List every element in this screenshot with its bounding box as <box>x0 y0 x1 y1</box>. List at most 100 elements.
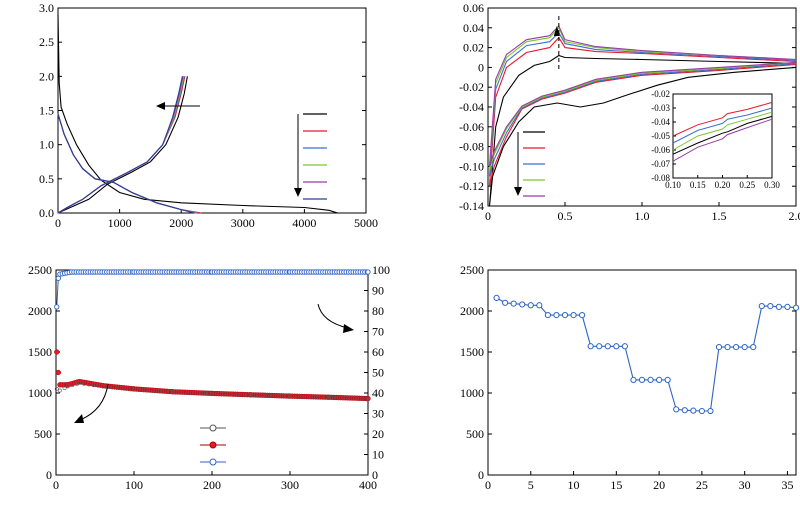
x-tick-label: 25 <box>696 478 708 492</box>
y2-tick-label: 20 <box>372 427 384 441</box>
x-tick-label: 1000 <box>108 216 132 230</box>
y-tick-label: 1000 <box>28 386 52 400</box>
charge-point <box>208 391 213 396</box>
charge-point <box>214 392 219 396</box>
charge-point <box>124 386 129 391</box>
y-tick-label: -0.04 <box>459 100 484 114</box>
charge-point <box>325 395 330 400</box>
y-tick-label: 2000 <box>460 304 484 318</box>
charge-point <box>258 393 263 398</box>
y-tick-label: -0.02 <box>459 80 484 94</box>
rate-point <box>561 312 569 319</box>
charge-point <box>155 389 160 394</box>
charge-point <box>345 396 350 401</box>
plot-frame <box>487 269 797 476</box>
charge-point <box>306 394 311 399</box>
x-tick-label: 0 <box>55 216 61 230</box>
x-tick-label: 0 <box>485 209 491 223</box>
charge-point <box>136 388 141 392</box>
rate-point <box>544 312 551 319</box>
rate-point <box>673 406 680 413</box>
charge-point <box>100 384 105 389</box>
charge-point <box>288 394 292 399</box>
x-tick-label: 15 <box>610 478 622 492</box>
charge-point <box>292 394 297 399</box>
charge-point <box>114 386 119 390</box>
x-tick-label: 30 <box>739 478 751 492</box>
y-tick-label: -0.08 <box>459 140 484 154</box>
rate-point <box>630 376 637 383</box>
inset-y-tick-label: -0.08 <box>651 173 670 183</box>
charge-point <box>91 383 96 388</box>
charge-point <box>247 393 252 397</box>
charge-point <box>336 395 341 400</box>
charge-point <box>249 393 253 397</box>
y-tick-label: 2500 <box>28 263 52 277</box>
y-tick-label: 2000 <box>28 304 52 318</box>
y-tick-label: 1.0 <box>39 138 54 152</box>
charge-point <box>70 383 75 388</box>
y-tick-label: 0.06 <box>463 1 484 15</box>
x-tick-label: 300 <box>281 478 299 492</box>
y2-tick-label: 90 <box>372 284 384 298</box>
charge-point <box>132 387 136 392</box>
charge-point <box>277 394 281 398</box>
discharge-curve-1st <box>57 14 338 214</box>
rate-point <box>621 343 628 350</box>
charge-point <box>96 383 101 388</box>
y-tick-label: -0.06 <box>459 120 484 134</box>
charge-point <box>253 393 258 398</box>
cv-curve-3rd <box>488 31 797 177</box>
rate-point <box>784 303 791 310</box>
x-tick-label: 5000 <box>354 216 378 230</box>
y-tick-label: 0 <box>478 60 484 74</box>
x-tick-label: 0 <box>53 478 59 492</box>
charge-point <box>110 385 115 390</box>
charge-point <box>341 396 345 400</box>
rate-point <box>775 303 782 310</box>
ce-point <box>54 304 60 310</box>
charge-point <box>224 392 228 397</box>
y2-tick-label: 70 <box>372 325 384 339</box>
x-tick-label: 0.5 <box>558 209 573 223</box>
rate-point <box>681 407 688 414</box>
charge-point <box>327 395 331 400</box>
charge-point <box>286 394 291 399</box>
charge-point <box>272 393 277 398</box>
charge-point <box>171 390 175 395</box>
rate-point <box>656 376 663 383</box>
charge-point <box>160 389 164 394</box>
inset-y-tick-label: -0.03 <box>651 103 670 113</box>
inset-x-tick-label: 0.10 <box>665 180 681 190</box>
inset-y-tick-label: -0.02 <box>651 89 670 99</box>
y2-tick-label: 100 <box>372 263 390 277</box>
rate-point <box>536 302 543 309</box>
charge-point <box>62 386 67 390</box>
inset-curve-5th <box>672 118 773 162</box>
charge-point <box>141 388 146 393</box>
charge-point <box>210 391 214 396</box>
inset-y-tick-label: -0.06 <box>651 145 670 155</box>
y-tick-label: -0.14 <box>459 199 484 213</box>
charge-point <box>219 392 224 397</box>
x-tick-label: 1.5 <box>712 209 727 223</box>
arrow-shaft <box>317 303 349 329</box>
charge-point <box>350 396 355 401</box>
arrow-head <box>156 102 165 110</box>
y-tick-label: 0.0 <box>39 206 54 220</box>
x-tick-label: 200 <box>203 478 221 492</box>
x-tick-label: 35 <box>781 478 793 492</box>
inset-curve-3rd <box>672 107 773 144</box>
charge-point <box>164 389 169 394</box>
legend-marker <box>209 458 217 466</box>
arrow-head <box>74 414 84 423</box>
x-tick-label: 10 <box>568 478 580 492</box>
ce-line <box>56 271 368 307</box>
charge-point <box>146 388 150 393</box>
cv-curve-2nd <box>488 36 797 187</box>
charge-point <box>316 395 320 400</box>
charge-curve-1st <box>57 76 188 214</box>
rate-point <box>724 343 731 351</box>
x-tick-label: 400 <box>359 478 377 492</box>
